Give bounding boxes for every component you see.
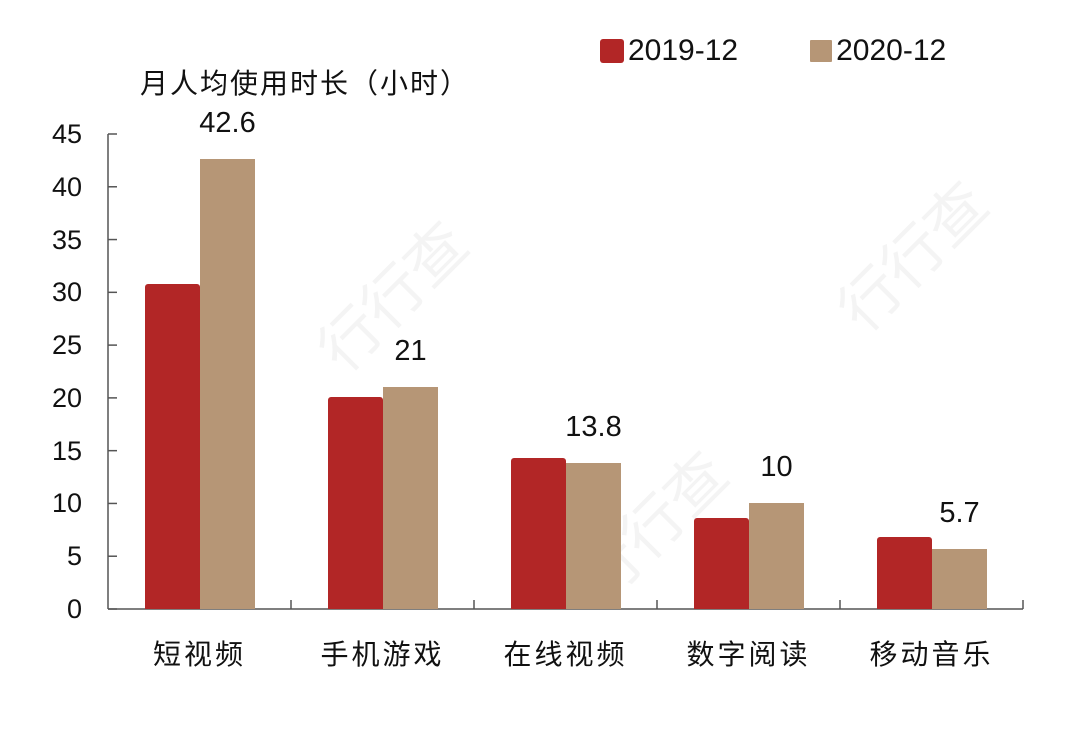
y-tick-label: 35 (51, 224, 82, 255)
y-tick-label: 15 (51, 435, 82, 466)
y-tick-label: 25 (51, 330, 82, 361)
bar-2019-12 (328, 396, 383, 609)
x-category-label: 移动音乐 (869, 638, 994, 671)
legend: 2019-12 2020-12 (600, 34, 946, 68)
x-category-label: 在线视频 (503, 638, 628, 671)
y-tick-label: 30 (51, 277, 82, 308)
legend-item-2019: 2019-12 (600, 34, 738, 68)
bar-2019-12 (694, 518, 749, 609)
legend-item-2020: 2020-12 (810, 34, 946, 68)
y-axis-title: 月人均使用时长（小时） (140, 67, 471, 100)
bar-2020-12 (749, 503, 804, 609)
y-tick-label: 40 (51, 171, 82, 202)
bar-2020-12 (566, 463, 621, 609)
legend-label: 2020-12 (836, 34, 947, 67)
y-tick-label: 20 (51, 382, 82, 413)
bar-2020-12 (383, 387, 438, 609)
bar-2019-12 (145, 283, 200, 609)
data-label: 5.7 (939, 496, 980, 529)
x-category-label: 数字阅读 (686, 638, 811, 671)
bar-2019-12 (511, 458, 566, 609)
bar-2020-12 (200, 159, 255, 609)
legend-label: 2019-12 (628, 34, 739, 67)
bar-2019-12 (877, 537, 932, 609)
data-label: 42.6 (199, 107, 256, 140)
bar-2020-12 (932, 548, 987, 609)
x-category-label: 短视频 (152, 638, 246, 671)
y-tick-label: 10 (51, 488, 82, 519)
data-label: 13.8 (565, 411, 622, 444)
data-label: 21 (394, 335, 427, 368)
y-tick-label: 0 (66, 594, 82, 624)
legend-swatch-2020 (810, 40, 833, 62)
y-tick-label: 45 (51, 119, 82, 149)
y-tick-label: 5 (66, 541, 82, 572)
x-category-label: 手机游戏 (320, 638, 445, 671)
legend-swatch-2019 (600, 39, 624, 63)
data-label: 10 (760, 451, 793, 484)
